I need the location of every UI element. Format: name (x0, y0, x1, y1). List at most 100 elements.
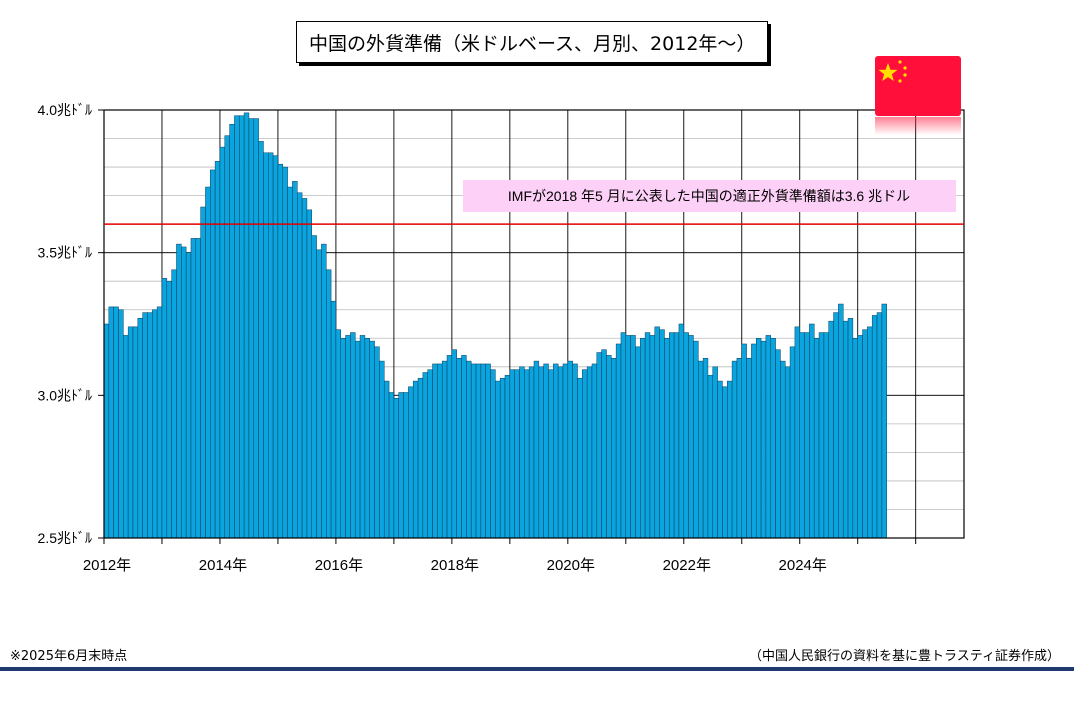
bar (867, 326, 873, 539)
bar (292, 181, 298, 539)
bar (147, 312, 153, 539)
bar (383, 380, 390, 539)
bar (640, 338, 646, 539)
annotation-background (463, 180, 956, 212)
bar (755, 338, 762, 539)
bar (364, 338, 370, 539)
bar (596, 352, 602, 539)
bar (403, 392, 409, 539)
bar (654, 326, 660, 539)
bar (234, 115, 240, 539)
bar (789, 346, 796, 539)
bar (301, 198, 308, 539)
bar (659, 329, 665, 539)
bar (374, 346, 380, 539)
x-tick-label: 2014年 (199, 557, 247, 574)
bar (340, 338, 346, 539)
bar (765, 335, 771, 539)
bar (630, 335, 636, 539)
bar (393, 397, 399, 539)
x-tick-label: 2016年 (315, 557, 363, 574)
bar (470, 363, 477, 539)
bar (287, 186, 293, 539)
bar (504, 375, 511, 539)
bar (330, 300, 337, 539)
bar (190, 238, 197, 539)
bar-series (103, 112, 887, 539)
bar (586, 366, 593, 539)
bar (582, 369, 588, 539)
annotation-box: IMFが2018 年5 月に公表した中国の適正外貨準備額は3.6 兆ドル (463, 180, 956, 212)
bar (606, 355, 612, 539)
footer-divider (0, 667, 1074, 671)
bar (113, 306, 119, 539)
bar (161, 278, 168, 539)
bar (499, 377, 506, 539)
bar (828, 320, 834, 539)
bar (509, 369, 515, 539)
bar (669, 332, 675, 539)
bar (446, 355, 453, 539)
bar (475, 363, 482, 539)
footnote-source: （中国人民銀行の資料を基に豊トラスティ証券作成） (749, 649, 1060, 664)
bar (548, 369, 554, 539)
bar (388, 392, 395, 539)
bar (282, 166, 288, 539)
bar (354, 340, 361, 539)
bar (243, 112, 250, 539)
bar (437, 363, 443, 539)
bar (717, 380, 723, 539)
bar (422, 372, 428, 539)
bar (562, 363, 569, 539)
bar (263, 152, 269, 539)
bar (746, 357, 752, 539)
bar (156, 306, 163, 539)
bar (258, 141, 264, 539)
bar (567, 360, 573, 539)
bar (543, 363, 549, 539)
y-tick-label: 3.5兆ﾄﾞﾙ (38, 245, 92, 261)
bar (862, 329, 868, 539)
bar (427, 369, 433, 539)
x-tick-label: 2024年 (779, 557, 827, 574)
bar (335, 329, 341, 539)
bar (707, 375, 714, 539)
bar (799, 332, 805, 539)
annotation-text: IMFが2018 年5 月に公表した中国の適正外貨準備額は3.6 兆ドル (508, 188, 910, 204)
bar (316, 249, 322, 539)
x-tick-label: 2012年 (83, 557, 131, 574)
bar (553, 363, 559, 539)
bar (417, 377, 424, 539)
bar (441, 360, 448, 539)
bar (528, 366, 535, 539)
bar (200, 206, 206, 539)
bar (847, 318, 854, 539)
bar (644, 332, 651, 539)
y-tick-label: 3.0兆ﾄﾞﾙ (38, 387, 92, 403)
bar (306, 209, 313, 539)
bar (673, 332, 680, 539)
bar (224, 135, 230, 539)
bar (727, 380, 733, 539)
bar (321, 243, 327, 539)
bar (123, 335, 129, 539)
bar (731, 360, 738, 539)
footnote-date: ※2025年6月末時点 (10, 649, 128, 664)
bar (253, 118, 259, 539)
bar (572, 363, 578, 539)
bar (751, 343, 757, 539)
bar (683, 332, 689, 539)
bar (533, 360, 540, 539)
bar (857, 335, 863, 539)
bar (698, 360, 704, 539)
china-flag-icon (875, 56, 961, 135)
bar (852, 338, 858, 539)
bar (881, 303, 887, 539)
bar (760, 340, 767, 539)
bar (325, 269, 332, 539)
bar (741, 343, 747, 539)
bar (359, 335, 366, 539)
bar (495, 380, 501, 539)
bar (214, 161, 221, 539)
